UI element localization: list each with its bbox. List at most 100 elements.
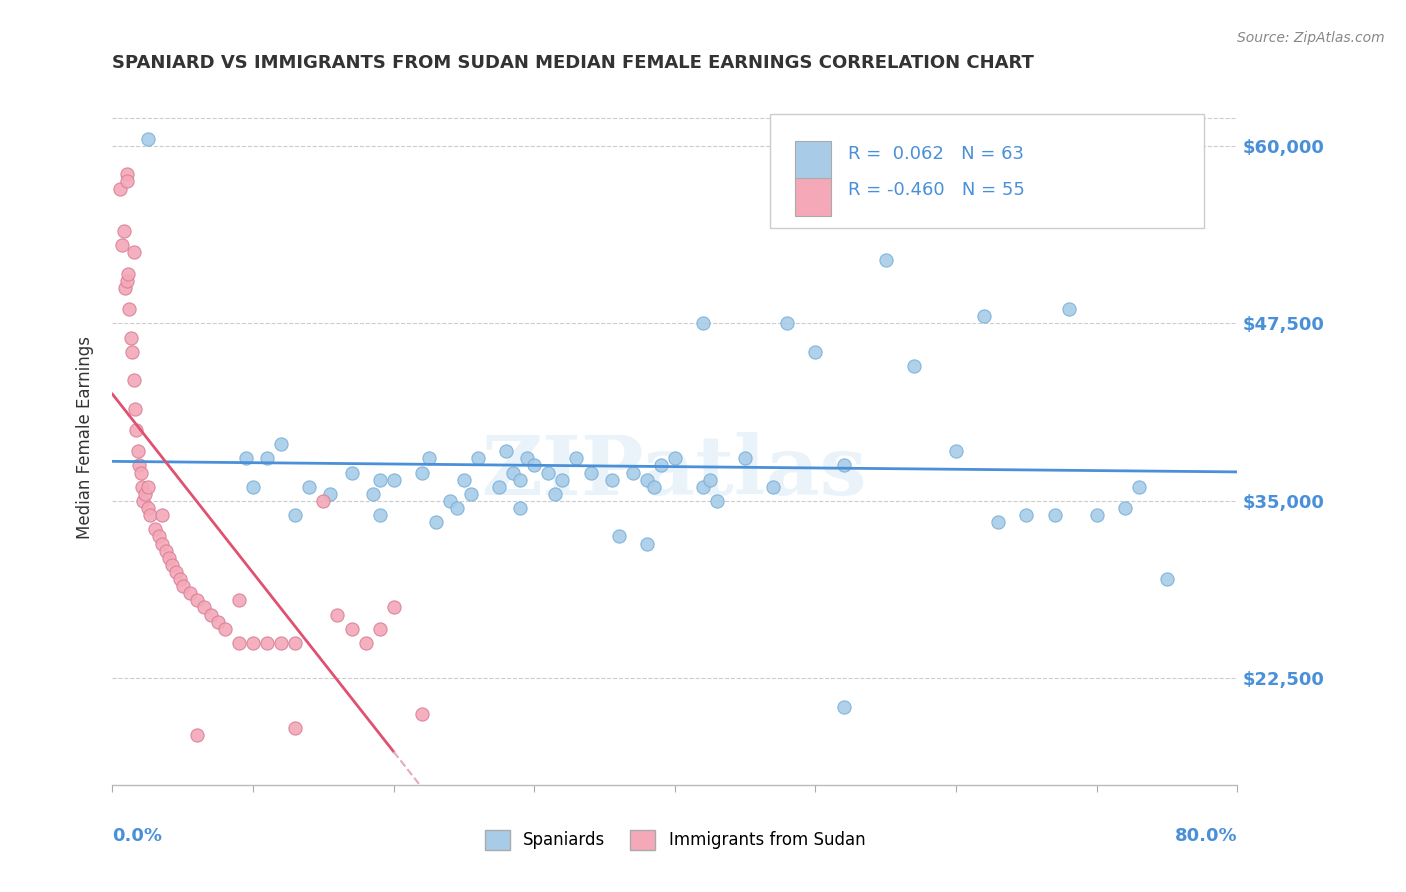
Point — [121, 344, 143, 359]
Point — [284, 636, 307, 650]
Point — [368, 622, 391, 636]
Point — [621, 466, 644, 480]
Text: ZIPatlas: ZIPatlas — [482, 432, 868, 512]
Point — [1015, 508, 1038, 523]
Point — [235, 451, 257, 466]
Point — [699, 473, 721, 487]
Point — [134, 487, 156, 501]
Point — [214, 622, 236, 636]
Legend: Spaniards, Immigrants from Sudan: Spaniards, Immigrants from Sudan — [478, 823, 872, 856]
FancyBboxPatch shape — [796, 141, 831, 179]
Point — [160, 558, 183, 572]
Point — [139, 508, 162, 523]
Point — [368, 508, 391, 523]
Point — [411, 466, 433, 480]
Point — [607, 529, 630, 543]
Point — [157, 550, 180, 565]
Point — [150, 508, 173, 523]
Point — [256, 636, 278, 650]
Point — [973, 310, 995, 324]
Point — [200, 607, 222, 622]
Point — [284, 508, 307, 523]
Point — [832, 699, 855, 714]
Point — [1043, 508, 1066, 523]
Point — [734, 451, 756, 466]
Point — [544, 487, 567, 501]
Point — [502, 466, 524, 480]
Point — [1114, 501, 1136, 516]
Point — [319, 487, 342, 501]
Point — [1156, 572, 1178, 586]
Point — [453, 473, 475, 487]
Point — [945, 444, 967, 458]
Point — [122, 245, 145, 260]
Point — [664, 451, 686, 466]
Point — [155, 543, 177, 558]
Point — [193, 600, 215, 615]
Point — [565, 451, 588, 466]
Point — [169, 572, 191, 586]
Text: SPANIARD VS IMMIGRANTS FROM SUDAN MEDIAN FEMALE EARNINGS CORRELATION CHART: SPANIARD VS IMMIGRANTS FROM SUDAN MEDIAN… — [112, 54, 1035, 72]
Point — [124, 401, 146, 416]
Point — [112, 224, 135, 238]
Point — [523, 458, 546, 473]
Text: R = -0.460   N = 55: R = -0.460 N = 55 — [848, 181, 1025, 199]
Point — [127, 444, 149, 458]
FancyBboxPatch shape — [770, 113, 1204, 228]
Point — [354, 636, 377, 650]
Point — [382, 473, 405, 487]
Point — [256, 451, 278, 466]
Point — [179, 586, 201, 600]
Point — [987, 516, 1010, 530]
Point — [120, 331, 142, 345]
Text: 0.0%: 0.0% — [112, 827, 163, 845]
Point — [439, 494, 461, 508]
Point — [1057, 302, 1080, 317]
Point — [382, 600, 405, 615]
Point — [368, 473, 391, 487]
Point — [650, 458, 672, 473]
Point — [1128, 480, 1150, 494]
Point — [361, 487, 384, 501]
Point — [1085, 508, 1108, 523]
Point — [312, 494, 335, 508]
Y-axis label: Median Female Earnings: Median Female Earnings — [76, 335, 94, 539]
Point — [148, 529, 170, 543]
Point — [228, 593, 250, 607]
Point — [488, 480, 510, 494]
Point — [136, 501, 159, 516]
Point — [118, 302, 141, 317]
Point — [551, 473, 574, 487]
Point — [516, 451, 538, 466]
Point — [509, 501, 531, 516]
Point — [875, 252, 897, 267]
Point — [340, 622, 363, 636]
Point — [643, 480, 665, 494]
Point — [136, 132, 159, 146]
Point — [115, 274, 138, 288]
Text: 80.0%: 80.0% — [1174, 827, 1237, 845]
Point — [228, 636, 250, 650]
Point — [117, 267, 139, 281]
Point — [122, 373, 145, 387]
Point — [114, 281, 136, 295]
Point — [270, 437, 292, 451]
Point — [418, 451, 440, 466]
Point — [143, 522, 166, 536]
Text: R =  0.062   N = 63: R = 0.062 N = 63 — [848, 145, 1024, 163]
Point — [270, 636, 292, 650]
Point — [326, 607, 349, 622]
Point — [579, 466, 602, 480]
Point — [242, 636, 264, 650]
Point — [165, 565, 187, 579]
FancyBboxPatch shape — [796, 178, 831, 216]
Point — [129, 466, 152, 480]
Point — [172, 579, 194, 593]
Point — [125, 423, 148, 437]
Point — [207, 615, 229, 629]
Point — [600, 473, 623, 487]
Point — [425, 516, 447, 530]
Point — [186, 593, 208, 607]
Point — [495, 444, 517, 458]
Point — [150, 536, 173, 550]
